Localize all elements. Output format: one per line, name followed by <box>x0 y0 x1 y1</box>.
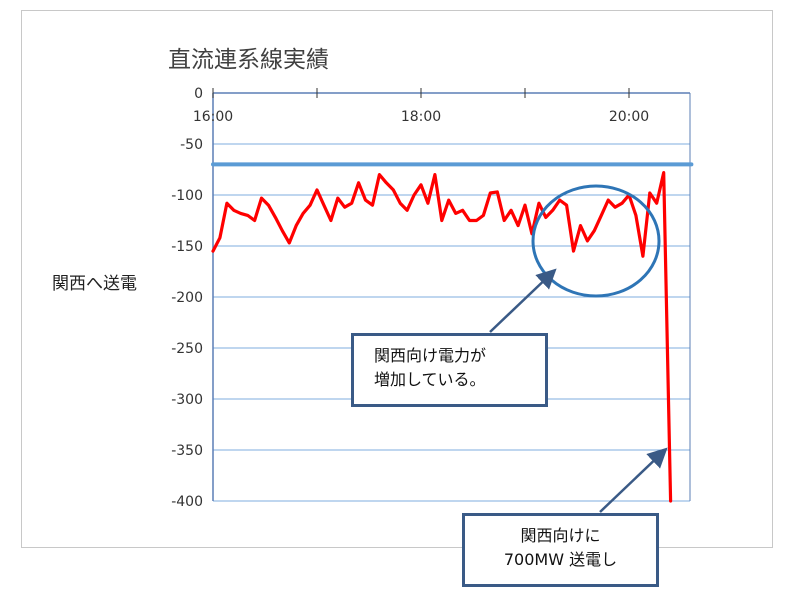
y-tick-label: -150 <box>171 239 203 255</box>
y-tick-label: -100 <box>171 188 203 204</box>
arrow-to-ellipse <box>489 268 557 333</box>
arrow-to-drop <box>599 447 668 513</box>
series-layer <box>211 162 694 503</box>
y-tick-label: -200 <box>171 290 203 306</box>
callout-2-line-2: 700MW 送電し <box>503 550 618 569</box>
chart-title: 直流連系線実績 <box>168 47 329 73</box>
highlight-ellipse <box>531 184 661 298</box>
annotation-layer <box>489 184 668 513</box>
y-axis-label: 関西へ送電 <box>52 274 137 294</box>
y-tick-label: -400 <box>171 494 203 510</box>
callout-1-line-2: 増加している。 <box>374 370 486 389</box>
series-line-1 <box>211 171 673 503</box>
y-tick-label: 0 <box>194 86 203 102</box>
y-tick-label: -50 <box>180 137 203 153</box>
y-tick-label: -350 <box>171 443 203 459</box>
callout-2-line-1: 関西向けに <box>520 526 601 545</box>
axes: 0 -50 -100 -150 -200 -250 -300 -350 -400 16:00 18:… <box>171 86 691 510</box>
x-tick-label: 18:00 <box>401 109 441 125</box>
y-tick-label: -250 <box>171 341 203 357</box>
x-tick-label: 16:00 <box>193 109 233 125</box>
callout-1-line-1: 関西向け電力が <box>374 346 487 365</box>
callout-increasing-power: 関西向け電力が 増加している。 <box>351 333 548 407</box>
y-tick-label: -300 <box>171 392 203 408</box>
x-tick-label: 20:00 <box>609 109 649 125</box>
callout-700mw: 関西向けに 700MW 送電し <box>462 513 659 587</box>
gridlines <box>213 143 690 502</box>
